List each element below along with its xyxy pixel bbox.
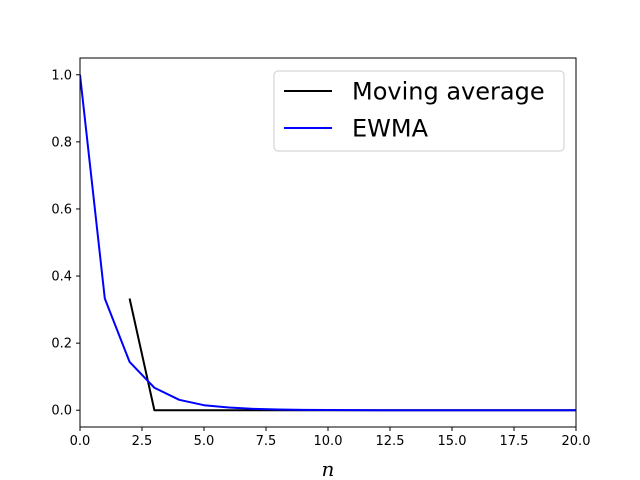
- series-line-moving-average: [128, 298, 576, 412]
- series-line-ewma: [80, 74, 576, 412]
- x-tick-label: 5.0: [194, 434, 215, 449]
- plot-area: [80, 74, 576, 412]
- y-tick-label: 1.0: [51, 68, 72, 83]
- y-tick-label: 0.8: [51, 135, 72, 150]
- x-tick-label: 10.0: [314, 434, 343, 449]
- x-tick-label: 0.0: [70, 434, 91, 449]
- legend: Moving average EWMA: [273, 70, 565, 152]
- y-tick-label: 0.4: [51, 270, 72, 285]
- legend-label-ewma: EWMA: [352, 115, 429, 143]
- y-tick-label: 0.2: [51, 337, 72, 352]
- x-tick-label: 17.5: [500, 434, 529, 449]
- x-tick-label: 12.5: [376, 434, 405, 449]
- legend-box: [273, 70, 565, 152]
- y-tick-label: 0.0: [51, 404, 72, 419]
- x-tick-label: 7.5: [256, 434, 277, 449]
- x-tick-label: 20.0: [562, 434, 591, 449]
- axes: 0.0 2.5 5.0 7.5 10.0 12.5 15.0 17.5 20.0 0.0 0.2 0.…: [51, 57, 591, 449]
- legend-label-moving-average: Moving average: [352, 78, 545, 106]
- x-axis-label: n: [322, 457, 335, 480]
- y-tick-label: 0.6: [51, 202, 72, 217]
- x-tick-label: 15.0: [438, 434, 467, 449]
- x-tick-label: 2.5: [132, 434, 153, 449]
